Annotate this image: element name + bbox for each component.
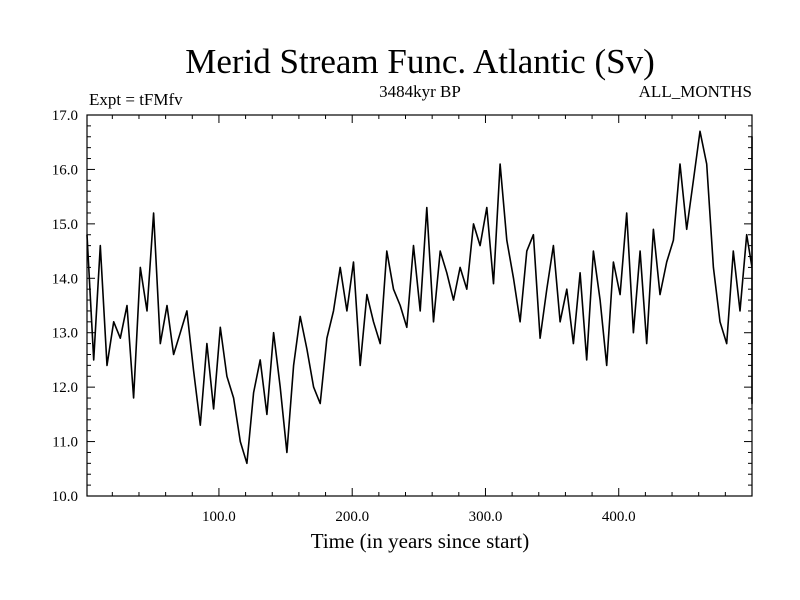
months-label: ALL_MONTHS <box>639 82 752 101</box>
x-axis: 100.0 200.0 300.0 400.0 <box>111 115 726 525</box>
y-axis: 10.0 11.0 12.0 13.0 14.0 15.0 16.0 17.0 <box>52 108 752 505</box>
x-tick-label: 300.0 <box>469 509 503 525</box>
y-tick-label: 17.0 <box>52 108 78 124</box>
y-tick-label: 10.0 <box>52 489 78 505</box>
x-tick-label: 200.0 <box>335 509 369 525</box>
y-tick-label: 13.0 <box>52 326 78 342</box>
y-tick-label: 16.0 <box>52 162 78 178</box>
experiment-label: Expt = tFMfv <box>89 90 183 109</box>
x-tick-label: 400.0 <box>602 509 636 525</box>
plot-frame <box>86 114 753 497</box>
y-tick-label: 11.0 <box>52 435 78 451</box>
y-tick-label: 14.0 <box>52 271 78 287</box>
y-tick-label: 12.0 <box>52 380 78 396</box>
period-label: 3484kyr BP <box>379 82 461 101</box>
x-axis-label: Time (in years since start) <box>311 529 530 553</box>
chart-title: Merid Stream Func. Atlantic (Sv) <box>185 42 655 81</box>
series-line <box>86 130 753 465</box>
x-tick-label: 100.0 <box>202 509 236 525</box>
y-tick-label: 15.0 <box>52 217 78 233</box>
